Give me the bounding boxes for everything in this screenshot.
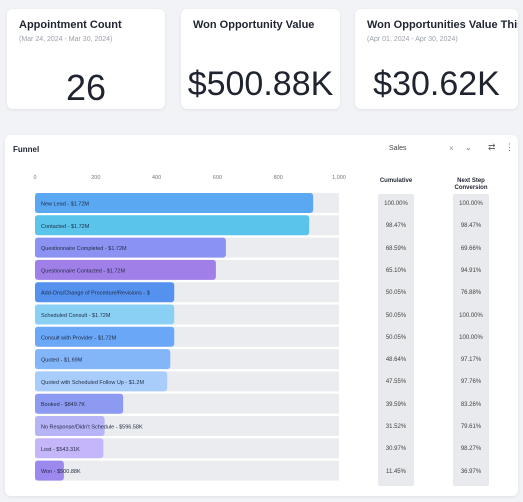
kpi-value: $500.88K <box>187 65 334 103</box>
next-step-cell: 98.27% <box>460 446 482 453</box>
bar-track <box>35 416 339 436</box>
next-step-cell: 97.17% <box>460 357 482 364</box>
bar-track <box>35 460 339 481</box>
funnel-bar[interactable] <box>35 193 314 213</box>
bar-label: Scheduled Consult - $1.72M <box>41 313 111 319</box>
x-icon[interactable]: × <box>449 144 454 153</box>
funnel-bar[interactable] <box>35 349 171 370</box>
kpi-card-won-opportunity-value: Won Opportunity Value $500.88K <box>181 9 340 109</box>
cumulative-cell: 98.47% <box>385 223 407 230</box>
kpi-title: Won Opportunity Value <box>193 19 315 31</box>
column-header-next-step-line2: Conversion <box>454 185 488 191</box>
bar-label: Won - $500.88K <box>41 469 81 475</box>
next-step-column <box>453 194 489 486</box>
bar-label: Quoted - $1.69M <box>41 358 83 364</box>
bar-label: Questionnaire Contacted - $1.72M <box>41 268 125 274</box>
x-tick-label: 0 <box>33 175 36 181</box>
column-header-next-step: Next Step Conversion <box>446 178 496 192</box>
column-header-next-step-line1: Next Step <box>457 178 485 184</box>
kpi-value: 26 <box>65 67 107 108</box>
bar-label: Booked - $849.7K <box>41 402 85 408</box>
cumulative-column <box>378 194 414 486</box>
cumulative-cell: 48.64% <box>385 357 407 364</box>
funnel-bar[interactable] <box>35 326 175 347</box>
next-step-cell: 76.88% <box>460 290 482 297</box>
cumulative-cell: 31.52% <box>385 424 407 430</box>
chevron-down-icon[interactable]: ⌄ <box>465 143 472 152</box>
x-tick-label: 1,000 <box>332 175 346 181</box>
kpi-date-range: (Mar 24, 2024 - Mar 30, 2024) <box>19 36 113 43</box>
kpi-title: Appointment Count <box>19 19 122 31</box>
funnel-title: Funnel <box>13 145 40 154</box>
funnel-bar[interactable] <box>35 215 310 236</box>
next-step-cell: 100.00% <box>459 312 483 319</box>
column-header-cumulative: Cumulative <box>379 178 413 184</box>
next-step-cell: 98.47% <box>460 223 482 230</box>
bar-label: Questionnaire Completed - $1.72M <box>41 246 127 252</box>
swap-icon[interactable]: ⇄ <box>488 142 496 152</box>
cumulative-cell: 11.45% <box>386 468 406 475</box>
bar-track <box>35 438 339 459</box>
bar-label: New Lead - $1.72M <box>41 202 89 208</box>
cumulative-cell: 47.55% <box>385 379 407 386</box>
kebab-icon[interactable]: ⋮ <box>505 142 514 152</box>
x-tick-label: 200 <box>91 175 100 181</box>
kpi-date-range: (Apr 01, 2024 - Apr 30, 2024) <box>367 36 458 43</box>
funnel-chart: 0 200 400 600 800 1,000 New Lead - $1.72M Conta… <box>33 175 346 481</box>
x-tick-label: 600 <box>213 175 222 181</box>
funnel-bar[interactable] <box>35 393 124 414</box>
bar-label: Consult with Provider - $1.72M <box>41 335 117 341</box>
cumulative-cell: 50.05% <box>385 334 407 341</box>
x-tick-label: 800 <box>274 175 283 181</box>
kpi-card-won-opportunities-value-this: Won Opportunities Value This (Apr 01, 20… <box>355 9 518 109</box>
funnel-bar[interactable] <box>35 304 175 325</box>
funnel-bar[interactable] <box>35 259 216 280</box>
next-step-cell: 83.26% <box>460 401 482 408</box>
bar-label: Contacted - $1.72M <box>41 224 90 230</box>
next-step-cell: 100.00% <box>459 334 483 341</box>
cumulative-cell: 50.05% <box>385 312 407 319</box>
next-step-cell: 97.76% <box>460 379 482 386</box>
kpi-card-appointment-count: Appointment Count (Mar 24, 2024 - Mar 30… <box>7 9 165 109</box>
cumulative-cell: 50.05% <box>385 290 407 297</box>
x-tick-label: 400 <box>152 175 161 181</box>
funnel-bar[interactable] <box>35 371 168 392</box>
funnel-bar[interactable] <box>35 438 104 459</box>
next-step-cell: 79.61% <box>460 424 482 430</box>
bar-label: Quoted with Scheduled Follow Up - $1.2M <box>41 380 144 386</box>
cumulative-cell: 100.00% <box>384 201 408 207</box>
cumulative-cell: 30.97% <box>385 446 407 453</box>
bar-label: No Response/Didn't Schedule - $596.58K <box>41 425 143 431</box>
kpi-title: Won Opportunities Value This <box>367 19 518 31</box>
funnel-bar[interactable] <box>35 282 175 303</box>
bar-label: Add-Ons/Change of Procedure/Revisions - … <box>41 291 150 297</box>
kpi-value: $30.62K <box>373 65 500 103</box>
funnel-bar[interactable] <box>35 460 64 481</box>
next-step-cell: 69.66% <box>460 245 482 252</box>
funnel-bar[interactable] <box>35 416 105 436</box>
cumulative-cell: 68.59% <box>385 245 407 252</box>
pipeline-select-value: Sales <box>389 145 407 152</box>
next-step-cell: 100.00% <box>459 201 483 207</box>
bar-label: Lost - $543.31K <box>41 447 80 453</box>
cumulative-cell: 65.10% <box>385 267 407 274</box>
next-step-cell: 94.91% <box>460 267 482 274</box>
next-step-cell: 36.97% <box>460 468 482 475</box>
pipeline-select[interactable]: Sales × ⌄ <box>387 143 483 157</box>
cumulative-cell: 39.59% <box>385 401 407 408</box>
funnel-bar[interactable] <box>35 237 226 258</box>
funnel-card: Funnel Sales × ⌄ ⇄ ⋮ 0 200 400 600 800 1,000 N… <box>5 135 518 496</box>
